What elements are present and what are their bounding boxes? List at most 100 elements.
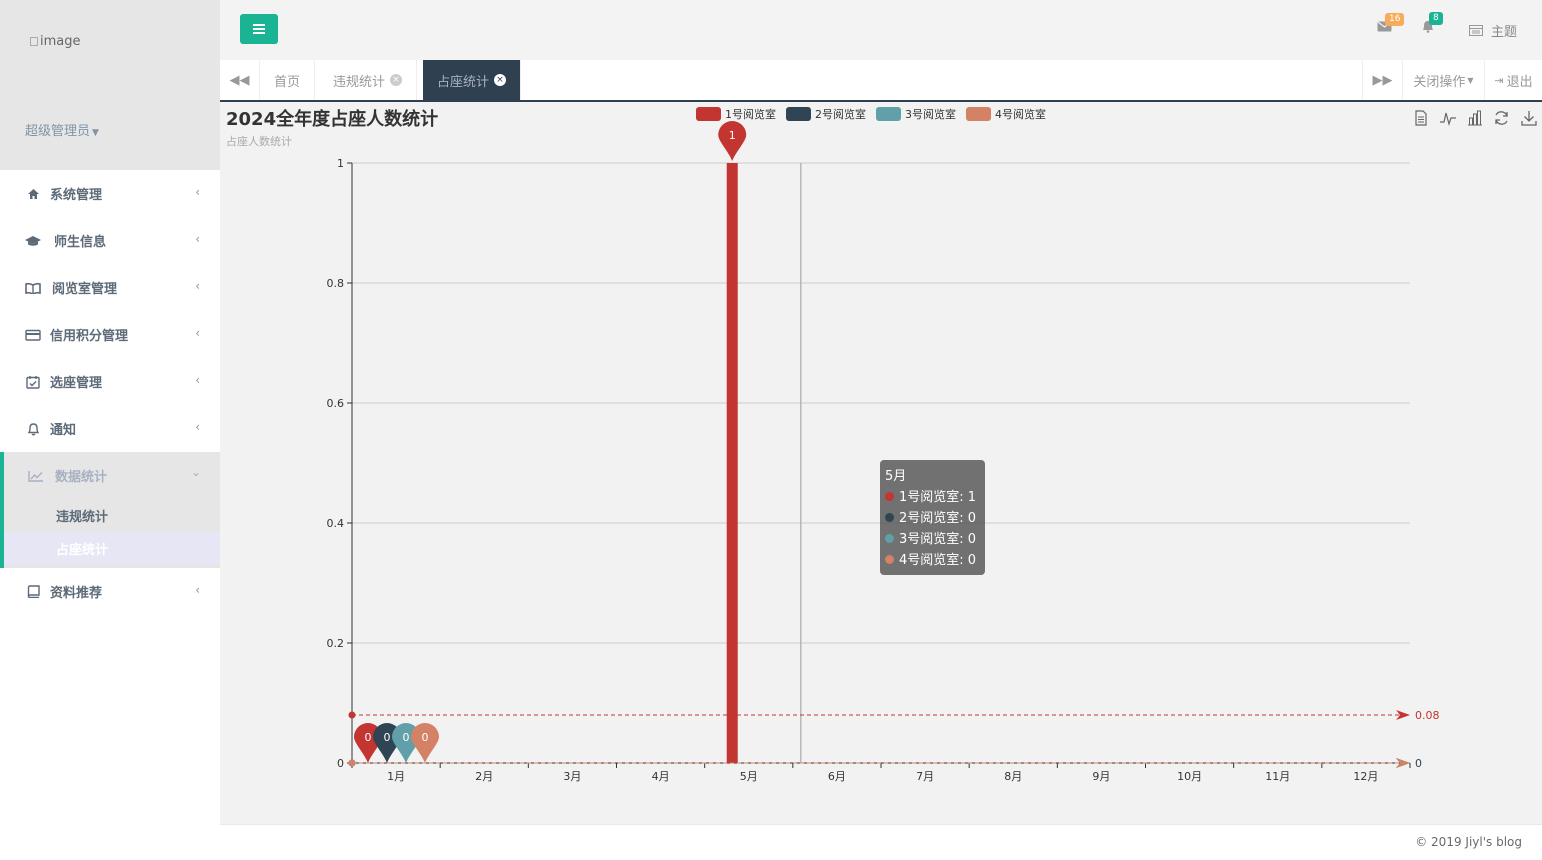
submenu: 违规统计 占座统计 xyxy=(4,499,220,568)
average-line-start xyxy=(348,711,356,719)
tooltip-row-text: 3号阅览室: 0 xyxy=(899,532,977,547)
double-right-icon: ▶▶ xyxy=(1372,72,1393,88)
close-operations-dropdown[interactable]: 关闭操作 ▼ xyxy=(1402,60,1484,100)
logout-button[interactable]: ⇥ 退出 xyxy=(1484,60,1542,100)
min-marker-pin-label: 0 xyxy=(422,731,429,744)
tab-violation-stats[interactable]: 违规统计 × xyxy=(319,60,418,100)
bar-chart-icon[interactable] xyxy=(1465,108,1484,127)
user-name: 超级管理员 xyxy=(25,124,91,139)
tooltip-dot xyxy=(885,534,894,543)
tooltip-row-room-2: 2号阅览室: 0 xyxy=(885,508,980,529)
y-tick-label: 0.6 xyxy=(327,397,345,410)
sidebar-item-label: 资料推荐 xyxy=(50,586,103,601)
sidebar-item-reading-room[interactable]: 阅览室管理 ‹ xyxy=(0,264,220,311)
tooltip-row-text: 4号阅览室: 0 xyxy=(899,553,977,568)
sidebar-item-seat-selection[interactable]: 选座管理 ‹ xyxy=(0,358,220,405)
sidebar: image 超级管理员 ▼ 系统管理 ‹ 师生信息 ‹ 阅览室管理 ‹ 信用积分管… xyxy=(0,0,220,860)
chart-subtitle: 占座人数统计 xyxy=(226,135,292,148)
line-chart-icon xyxy=(28,469,44,483)
legend-item-room-2[interactable]: 2号阅览室 xyxy=(786,106,866,122)
x-tick-label: 12月 xyxy=(1353,770,1378,783)
sub-item-seat-stats[interactable]: 占座统计 xyxy=(4,532,220,565)
footer: © 2019 Jiyl's blog xyxy=(220,824,1542,860)
legend-item-room-3[interactable]: 3号阅览室 xyxy=(876,106,956,122)
chevron-left-icon: ‹ xyxy=(195,420,200,434)
tab-label: 占座统计 xyxy=(437,74,490,90)
sidebar-item-system[interactable]: 系统管理 ‹ xyxy=(0,170,220,217)
tabs-scroll-left-button[interactable]: ◀◀ xyxy=(220,60,260,100)
tooltip-row-room-3: 3号阅览室: 0 xyxy=(885,529,980,550)
x-tick-label: 5月 xyxy=(740,770,758,783)
close-icon[interactable]: × xyxy=(390,74,403,86)
download-icon[interactable] xyxy=(1519,108,1538,127)
x-tick-label: 2月 xyxy=(475,770,493,783)
legend-item-room-4[interactable]: 4号阅览室 xyxy=(966,106,1046,122)
legend-swatch xyxy=(876,107,901,121)
chevron-left-icon: ‹ xyxy=(195,279,200,293)
max-marker-pin xyxy=(718,121,747,161)
sub-item-violation-stats[interactable]: 违规统计 xyxy=(4,499,220,532)
chart-toolbox xyxy=(1411,108,1538,127)
tab-label: 首页 xyxy=(274,74,301,90)
chart-legend: 1号阅览室 2号阅览室 3号阅览室 4号阅览室 xyxy=(696,106,1046,122)
x-tick-label: 10月 xyxy=(1177,770,1202,783)
user-dropdown[interactable]: 超级管理员 ▼ xyxy=(25,120,99,139)
messages-button[interactable]: 16 xyxy=(1377,13,1405,36)
sidebar-item-label: 选座管理 xyxy=(50,376,103,391)
tabs-scroll-right-button[interactable]: ▶▶ xyxy=(1362,60,1402,100)
line-chart-icon[interactable] xyxy=(1438,108,1457,127)
tooltip-dot xyxy=(885,492,894,501)
book-icon xyxy=(25,585,41,599)
legend-swatch xyxy=(696,107,721,121)
logo-alt-text: image xyxy=(40,34,81,49)
x-tick-label: 7月 xyxy=(916,770,934,783)
theme-button[interactable]: 主题 xyxy=(1468,21,1517,40)
sub-item-label: 违规统计 xyxy=(56,510,109,525)
theme-label: 主题 xyxy=(1490,25,1517,40)
max-marker-pin-label: 1 xyxy=(729,129,736,142)
tooltip-dot xyxy=(885,555,894,564)
top-navbar: 16 8 主题 xyxy=(220,0,1542,60)
sidebar-item-teachers-students[interactable]: 师生信息 ‹ xyxy=(0,217,220,264)
chart-tooltip: 5月 1号阅览室: 1 2号阅览室: 0 3号阅览室: 0 4号阅览室: 0 xyxy=(880,460,985,575)
notifications-button[interactable]: 8 xyxy=(1421,12,1443,37)
average-line-label: 0 xyxy=(1415,757,1422,770)
footer-copyright: © 2019 Jiyl's blog xyxy=(1415,835,1522,849)
min-marker-pin-label: 0 xyxy=(384,731,391,744)
close-icon[interactable]: × xyxy=(494,74,507,86)
data-view-icon[interactable] xyxy=(1411,108,1430,127)
y-tick-label: 0 xyxy=(337,757,344,770)
tooltip-row-text: 1号阅览室: 1 xyxy=(899,490,977,505)
tab-home[interactable]: 首页 xyxy=(260,60,316,100)
tooltip-row-room-4: 4号阅览室: 0 xyxy=(885,550,980,571)
legend-item-room-1[interactable]: 1号阅览室 xyxy=(696,106,776,122)
legend-label: 3号阅览室 xyxy=(905,108,956,121)
refresh-icon[interactable] xyxy=(1492,108,1511,127)
profile-panel: image 超级管理员 ▼ xyxy=(0,0,220,170)
menu-toggle-button[interactable] xyxy=(240,14,278,44)
logout-label: 退出 xyxy=(1506,74,1533,90)
min-marker-pin xyxy=(411,723,439,763)
min-marker-pin-label: 0 xyxy=(365,731,372,744)
caret-down-icon: ▼ xyxy=(92,128,99,138)
tooltip-row-room-1: 1号阅览室: 1 xyxy=(885,487,980,508)
tooltip-title: 5月 xyxy=(885,469,907,484)
broken-image-icon xyxy=(30,37,38,46)
hamburger-icon xyxy=(253,24,265,34)
legend-label: 4号阅览室 xyxy=(995,108,1046,121)
sidebar-item-label: 师生信息 xyxy=(54,235,107,250)
sidebar-item-credit[interactable]: 信用积分管理 ‹ xyxy=(0,311,220,358)
chevron-left-icon: ‹ xyxy=(195,232,200,246)
close-operations-label: 关闭操作 xyxy=(1413,74,1466,90)
tab-seat-stats[interactable]: 占座统计 × xyxy=(423,60,522,100)
tooltip-row-text: 2号阅览室: 0 xyxy=(899,511,977,526)
chevron-down-icon: ⌄ xyxy=(190,465,201,479)
sidebar-item-statistics[interactable]: 数据统计 ⌄ xyxy=(4,452,220,499)
sidebar-item-label: 阅览室管理 xyxy=(52,282,118,297)
chevron-left-icon: ‹ xyxy=(195,185,200,199)
average-line-label: 0.08 xyxy=(1415,709,1440,722)
x-tick-label: 4月 xyxy=(652,770,670,783)
sidebar-item-resources[interactable]: 资料推荐 ‹ xyxy=(0,568,220,615)
sidebar-item-notice[interactable]: 通知 ‹ xyxy=(0,405,220,452)
